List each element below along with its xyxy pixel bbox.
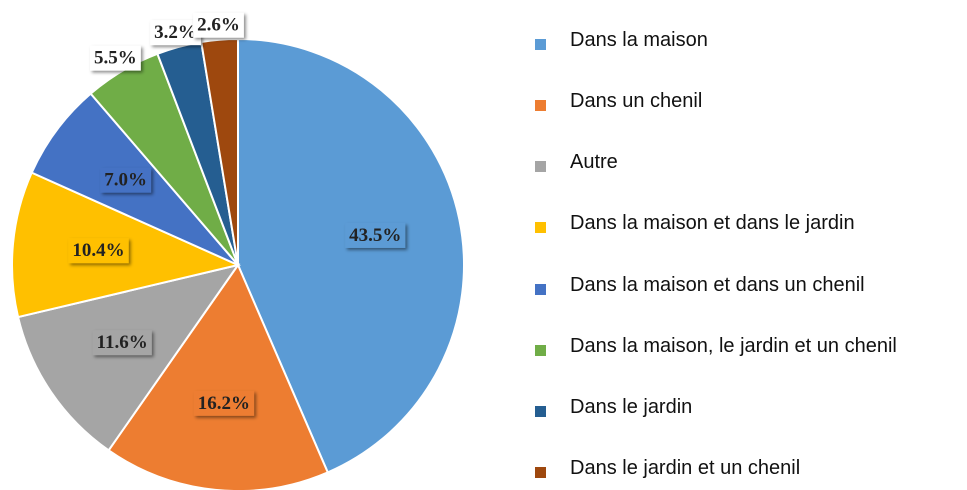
legend-label: Dans le jardin bbox=[570, 395, 693, 418]
legend-item: Autre bbox=[532, 148, 962, 176]
data-label-box bbox=[150, 20, 201, 46]
data-label-group: 16.2% bbox=[193, 390, 255, 416]
data-label: 10.4% bbox=[72, 240, 124, 261]
data-label-box bbox=[92, 330, 152, 356]
legend-swatch bbox=[535, 344, 546, 356]
data-label-group: 43.5% bbox=[345, 222, 406, 248]
pie-slice bbox=[200, 37, 239, 266]
data-label: 2.6% bbox=[197, 15, 240, 36]
data-label-group: 2.6% bbox=[193, 12, 244, 38]
data-label-group: 11.6% bbox=[92, 330, 152, 356]
data-label: 11.6% bbox=[97, 332, 148, 353]
legend-label: Autre bbox=[570, 151, 618, 174]
legend-swatch bbox=[535, 222, 546, 234]
legend-swatch bbox=[535, 161, 546, 173]
legend-item: Dans le jardin et un chenil bbox=[532, 454, 962, 482]
data-label: 5.5% bbox=[94, 48, 137, 69]
data-label: 3.2% bbox=[154, 22, 197, 43]
data-label-box bbox=[193, 12, 244, 38]
legend-label: Dans la maison bbox=[570, 29, 708, 51]
pie-slice bbox=[237, 37, 465, 474]
data-label: 43.5% bbox=[349, 225, 401, 246]
legend-label: Dans la maison et dans le jardin bbox=[570, 212, 855, 235]
legend-item: Dans la maison, le jardin et un chenil bbox=[532, 332, 962, 360]
legend-swatch bbox=[535, 283, 546, 295]
legend-swatch bbox=[535, 466, 546, 478]
legend-label: Dans la maison, le jardin et un chenil bbox=[570, 334, 897, 357]
legend-item: Dans la maison bbox=[532, 26, 962, 54]
data-label-box bbox=[68, 238, 129, 264]
legend-swatch bbox=[535, 100, 546, 112]
data-label-box bbox=[90, 45, 141, 71]
data-label-group: 7.0% bbox=[100, 167, 152, 193]
chart: 43.5% 16.2% 11.6% 10.4% 7.0% 5.5% 3.2% 2.6% bbox=[11, 12, 465, 490]
legend-item: Dans le jardin bbox=[532, 393, 962, 421]
legend-swatch bbox=[535, 405, 546, 417]
pie-slice bbox=[16, 263, 241, 452]
data-label-group: 3.2% bbox=[150, 20, 201, 46]
data-label: 7.0% bbox=[104, 170, 147, 191]
legend-label: Dans la maison et dans un chenil bbox=[570, 273, 865, 296]
data-label-group: 10.4% bbox=[68, 238, 129, 264]
data-label-box bbox=[345, 222, 406, 248]
data-label-box bbox=[193, 390, 255, 416]
legend-label: Dans le jardin et un chenil bbox=[570, 456, 801, 479]
legend-item: Dans la maison et dans le jardin bbox=[532, 209, 962, 237]
data-label: 16.2% bbox=[198, 393, 250, 414]
legend-item: Dans un chenil bbox=[532, 87, 962, 115]
legend: Dans la maison Dans un chenil Autre Dans la… bbox=[532, 26, 962, 482]
data-label-box bbox=[100, 167, 152, 193]
legend-item: Dans la maison et dans un chenil bbox=[532, 271, 962, 299]
legend-swatch bbox=[535, 39, 546, 50]
data-label-group: 5.5% bbox=[90, 45, 141, 71]
legend-label: Dans un chenil bbox=[570, 90, 703, 113]
